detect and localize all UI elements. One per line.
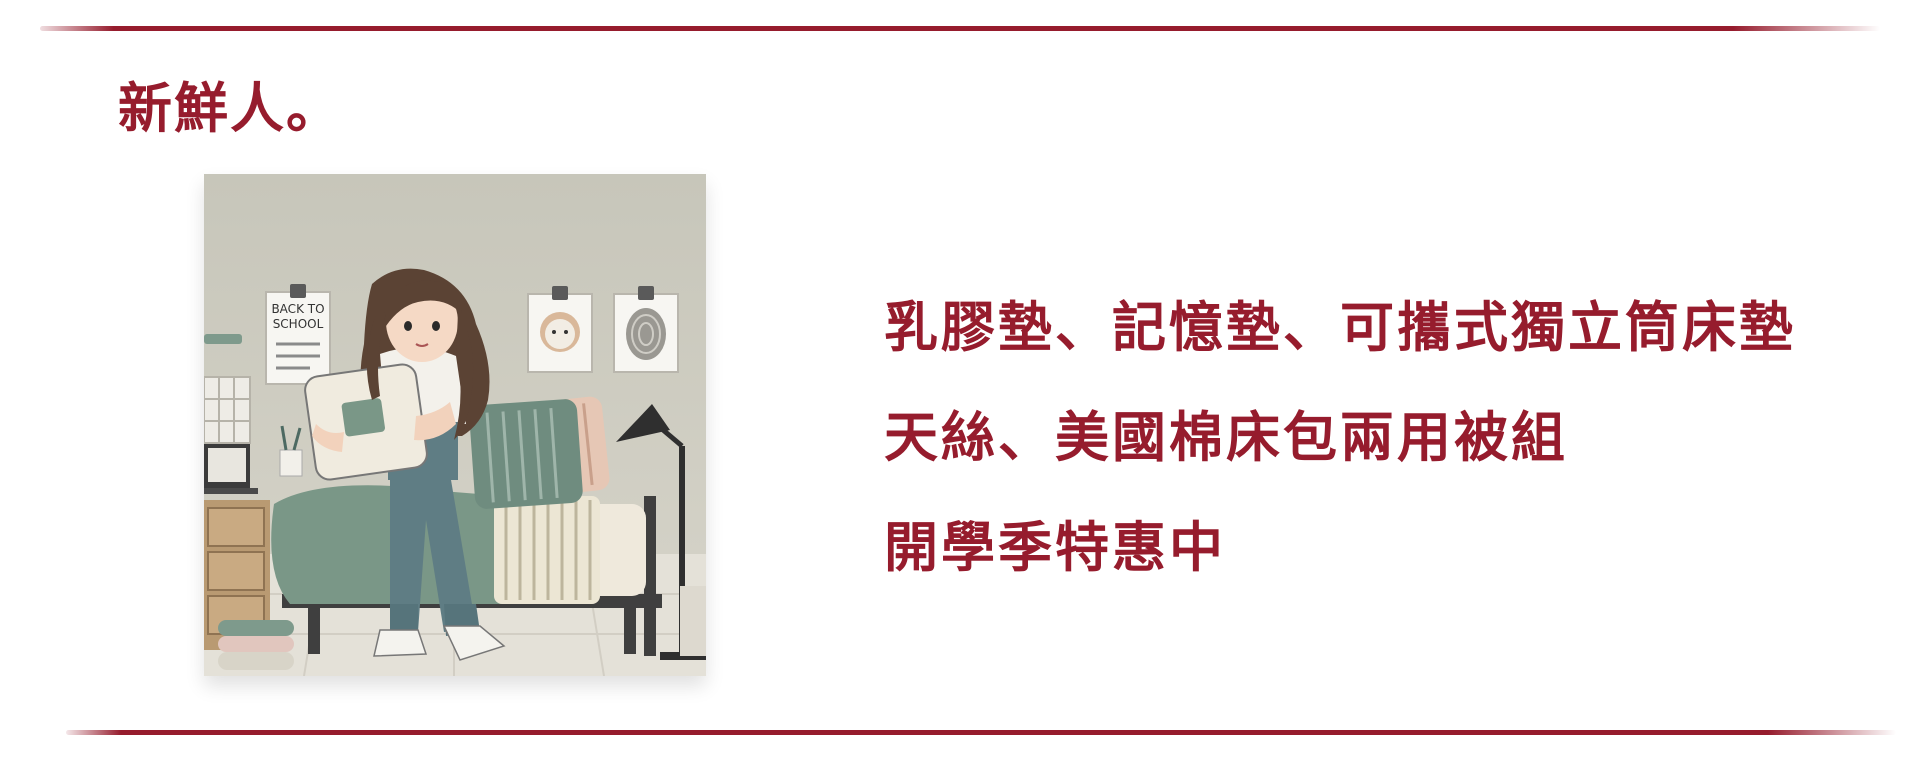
promo-text-block: 乳膠墊、記憶墊、可攜式獨立筒床墊 天絲、美國棉床包兩用被組 開學季特惠中 xyxy=(884,272,1796,602)
poster-text-2: SCHOOL xyxy=(273,317,324,331)
poster-text-1: BACK TO xyxy=(271,302,324,316)
page-title: 新鮮人。 xyxy=(118,76,342,140)
dorm-illustration: BACK TO SCHOOL xyxy=(204,174,706,676)
top-divider xyxy=(40,26,1880,31)
promo-line-sale: 開學季特惠中 xyxy=(884,515,1226,579)
promo-line-mattress: 乳膠墊、記憶墊、可攜式獨立筒床墊 xyxy=(884,295,1796,359)
promo-line-bedding: 天絲、美國棉床包兩用被組 xyxy=(884,405,1568,469)
bottom-divider xyxy=(66,730,1896,735)
